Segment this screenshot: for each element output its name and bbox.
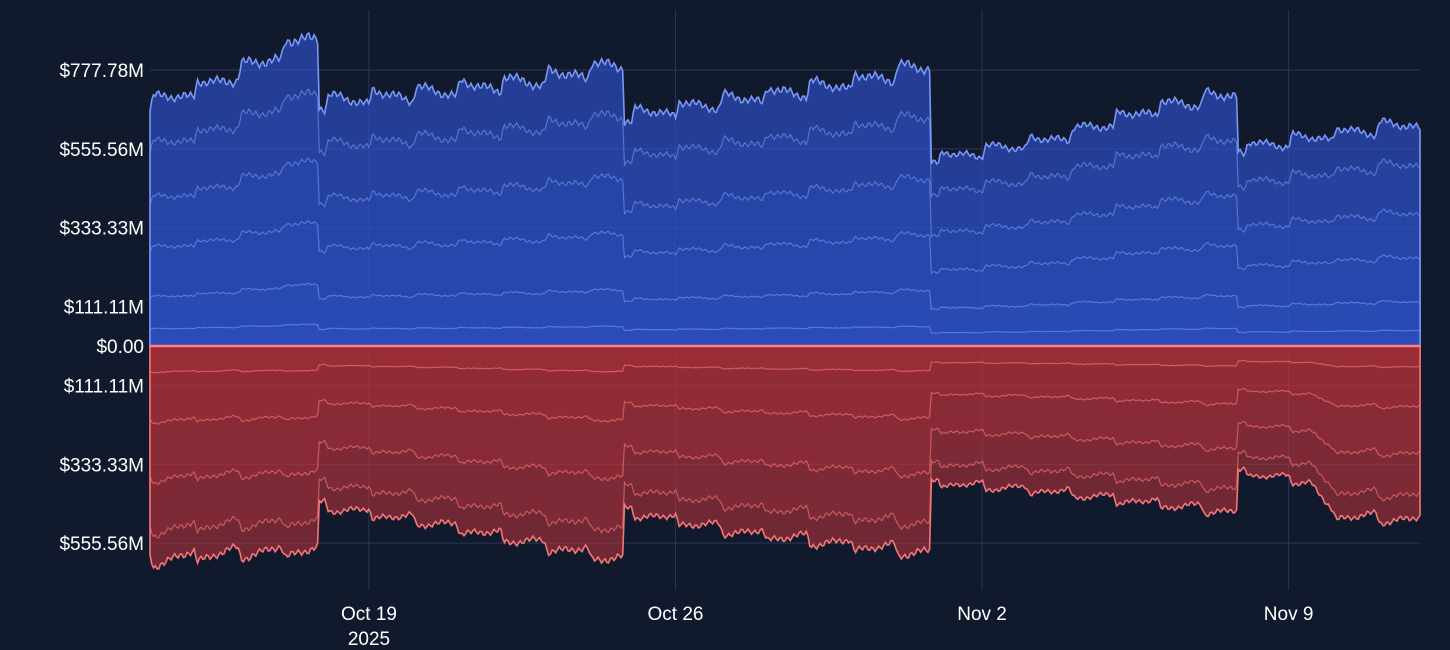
y-tick-label: $333.33M [59, 455, 144, 476]
negative-series-area [149, 345, 1421, 570]
y-tick-label: $0.00 [96, 337, 144, 358]
y-tick-label: $777.78M [59, 61, 144, 82]
x-tick-label: Nov 2 [957, 604, 1007, 625]
negative-series-area [149, 345, 1421, 485]
x-tick-label: Oct 19 [341, 604, 397, 625]
y-tick-label: $111.11M [64, 298, 144, 319]
positive-series-area [149, 31, 1421, 347]
axis-label-layer: $777.78M $555.56M $333.33M $111.11M $0.00 $11… [59, 61, 1313, 650]
x-tick-label: Nov 9 [1264, 604, 1314, 625]
x-tick-label: Oct 26 [648, 604, 704, 625]
y-tick-label: $333.33M [59, 219, 144, 240]
y-tick-label: $555.56M [59, 534, 144, 555]
x-tick-sublabel: 2025 [348, 629, 390, 650]
positive-series-area [149, 88, 1421, 347]
y-tick-label: $555.56M [59, 140, 144, 161]
negative-series-area [149, 345, 1421, 425]
positive-series-area [149, 157, 1421, 347]
area-layer [149, 31, 1421, 570]
negative-series-area [149, 345, 1421, 374]
y-tick-label: $111.11M [64, 376, 144, 397]
negative-series-area [149, 345, 1421, 539]
positive-series-area [149, 323, 1421, 347]
positive-series-area [149, 220, 1421, 347]
